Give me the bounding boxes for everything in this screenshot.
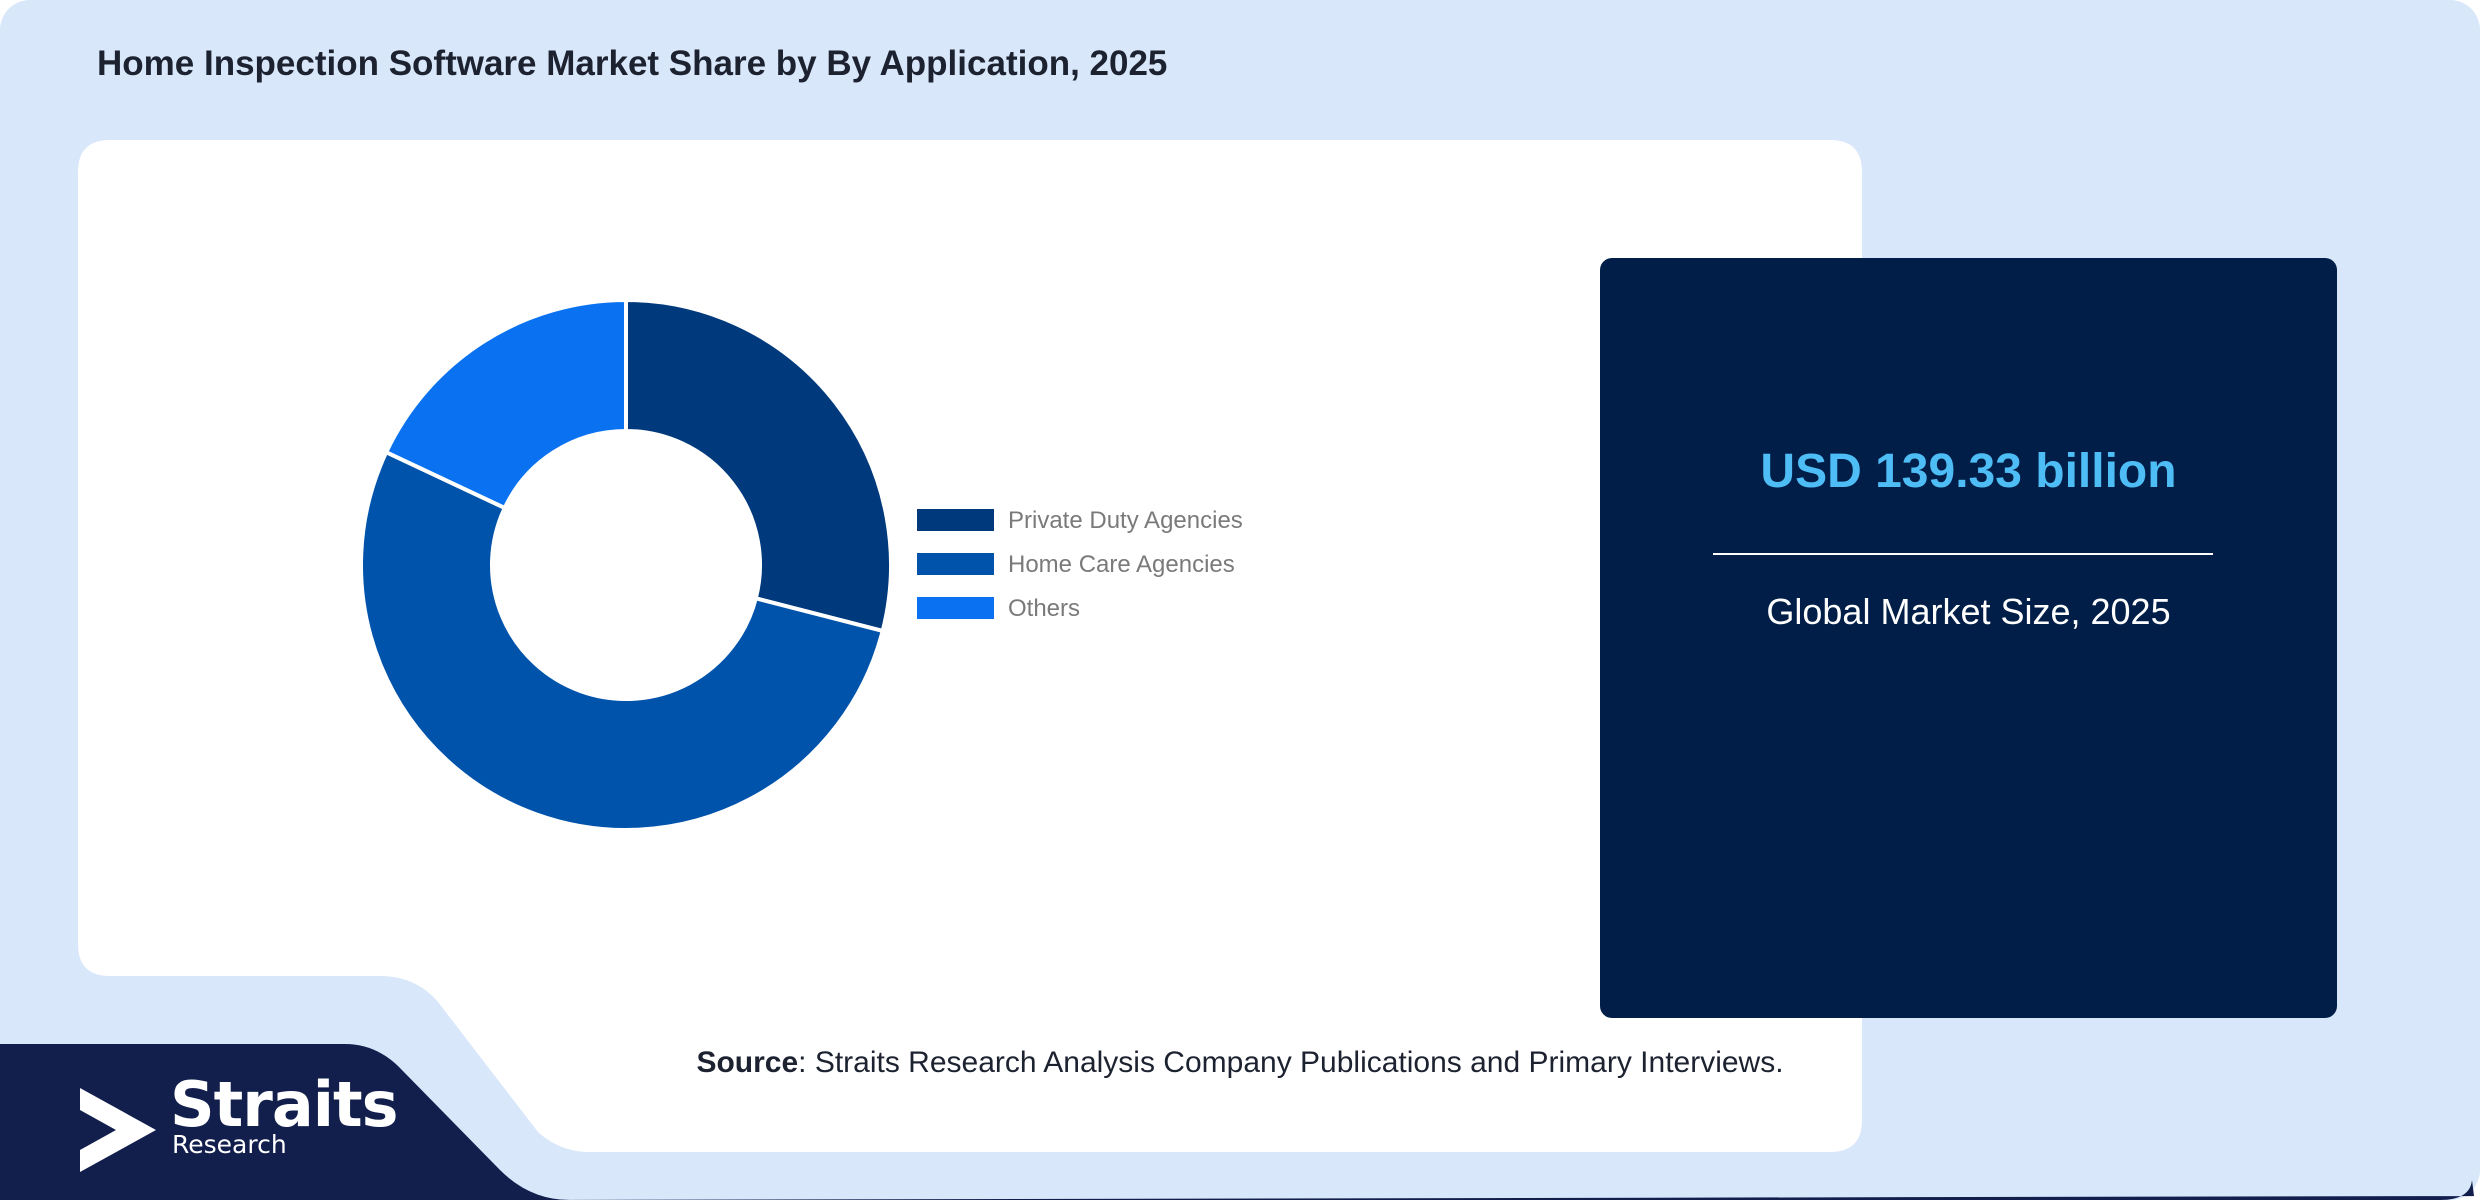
page-title: Home Inspection Software Market Share by… bbox=[97, 44, 1168, 83]
source-note: Source: Straits Research Analysis Compan… bbox=[0, 1046, 2480, 1080]
legend-label: Others bbox=[1008, 595, 1080, 622]
donut-slice-home-care-agencies bbox=[359, 449, 886, 832]
straits-logo-icon bbox=[80, 1088, 156, 1172]
chart-legend: Private Duty Agencies Home Care Agencies O… bbox=[917, 507, 1243, 622]
donut-chart: Private Duty Agencies Home Care Agencies O… bbox=[359, 297, 1243, 832]
brand-subname: Research bbox=[172, 1130, 287, 1159]
market-size-card: USD 139.33 billion Global Market Size, 2… bbox=[1600, 258, 2337, 1018]
market-size-value: USD 139.33 billion bbox=[1760, 445, 2177, 498]
source-label: Source bbox=[696, 1046, 799, 1079]
footer-bottom-line bbox=[540, 1180, 2474, 1200]
donut-slices bbox=[359, 297, 893, 832]
market-size-caption: Global Market Size, 2025 bbox=[1766, 591, 2171, 632]
market-divider bbox=[1713, 553, 2213, 555]
donut-slice-private-duty-agencies bbox=[624, 297, 893, 634]
brand-name: Straits bbox=[170, 1068, 398, 1141]
source-text: : Straits Research Analysis Company Publ… bbox=[798, 1046, 1784, 1079]
legend-label: Private Duty Agencies bbox=[1008, 507, 1243, 534]
footer-band bbox=[0, 1044, 570, 1200]
legend-label: Home Care Agencies bbox=[1008, 551, 1235, 578]
legend-swatch bbox=[917, 509, 994, 531]
legend-swatch bbox=[917, 597, 994, 619]
donut-slice-others bbox=[383, 297, 628, 511]
legend-swatch bbox=[917, 553, 994, 575]
